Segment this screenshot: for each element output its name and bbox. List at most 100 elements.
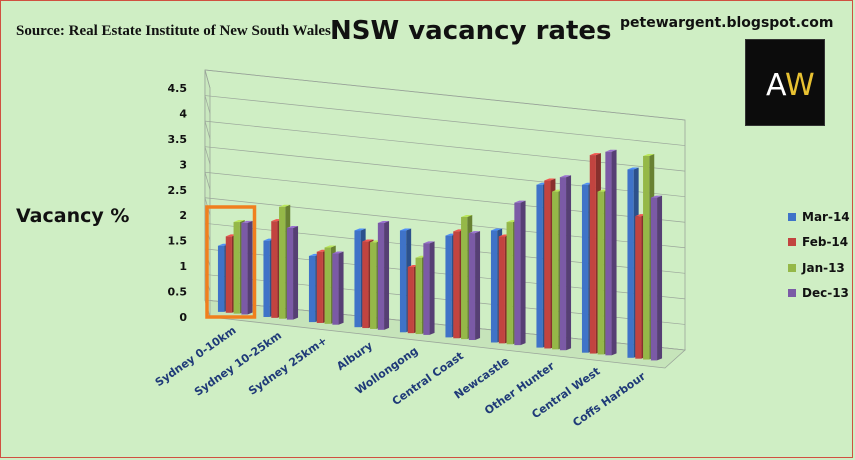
bar-front	[354, 230, 361, 328]
bar-top	[589, 153, 601, 156]
bar-top	[461, 215, 473, 218]
chart-title: NSW vacancy rates	[330, 16, 612, 46]
bar-side	[429, 241, 435, 335]
bar-front	[217, 245, 225, 312]
source-note: Source: Real Estate Institute of New Sou…	[16, 23, 331, 39]
y-tick-label: 0	[179, 311, 187, 324]
bar-top	[279, 204, 291, 207]
legend-swatch	[788, 212, 796, 221]
y-tick-label: 3.5	[168, 133, 188, 146]
legend-label: Jan-13	[802, 260, 845, 275]
y-tick-label: 1.5	[168, 235, 188, 248]
x-tick-label: Albury	[334, 339, 375, 373]
bar-top	[643, 153, 655, 156]
bars	[217, 149, 663, 361]
bar-side	[247, 220, 253, 315]
gridline-side	[204, 69, 211, 89]
legend-item: Feb-14	[788, 235, 850, 249]
gridline-side	[204, 146, 211, 165]
bar	[514, 200, 526, 346]
gridline-side	[204, 95, 211, 114]
bar-front	[453, 231, 460, 339]
legend-item: Dec-13	[788, 286, 850, 300]
bar-front	[506, 222, 513, 345]
logo-letter-a: A	[766, 68, 787, 103]
bar-top	[233, 220, 245, 223]
bar-side	[611, 149, 617, 356]
bar-top	[490, 228, 503, 231]
bar-front	[605, 151, 612, 356]
bar-side	[566, 175, 572, 351]
bar-top	[514, 200, 526, 203]
bar-top	[332, 251, 344, 254]
website-label: petewargent.blogspot.com	[620, 15, 834, 31]
bar-front	[597, 191, 604, 355]
bar-top	[627, 167, 639, 170]
bar	[650, 195, 663, 361]
y-axis-label: Vacancy %	[16, 205, 130, 227]
gridline-side	[204, 172, 211, 190]
y-tick-label: 1	[179, 260, 187, 273]
bar	[286, 226, 299, 320]
bar-front	[650, 197, 658, 361]
legend-swatch	[788, 263, 796, 272]
legend-label: Dec-13	[802, 286, 849, 300]
highlight-box	[205, 205, 257, 319]
bar-front	[559, 177, 567, 351]
bar-front	[279, 206, 286, 319]
bar-top	[544, 178, 556, 181]
bar-top	[286, 226, 299, 229]
bar-front	[332, 253, 339, 325]
bar	[332, 251, 344, 325]
bar-top	[399, 228, 412, 231]
bar-front	[514, 202, 521, 346]
bar-front	[286, 228, 294, 320]
bar-front	[263, 240, 270, 317]
bar-front	[643, 155, 650, 360]
gridline	[204, 146, 686, 198]
y-tick-label: 4.5	[168, 82, 188, 95]
bar-front	[581, 184, 589, 353]
y-tick-label: 0.5	[168, 286, 188, 299]
bar-front	[552, 191, 559, 350]
bar-front	[407, 267, 414, 334]
gridline-side	[204, 121, 211, 139]
bar-side	[657, 195, 663, 361]
bar	[605, 149, 617, 356]
bar-side	[384, 220, 390, 330]
bar-top	[324, 245, 336, 248]
bar-top	[605, 149, 617, 152]
bar-front	[445, 235, 452, 338]
legend-swatch	[788, 238, 796, 246]
bar-front	[423, 243, 430, 335]
legend-label: Mar-14	[802, 209, 850, 224]
legend-label: Feb-14	[802, 235, 849, 249]
bar	[559, 175, 572, 351]
bar-side	[338, 251, 344, 325]
bar-front	[233, 222, 240, 314]
y-tick-label: 2.5	[168, 184, 188, 197]
bar-front	[498, 236, 505, 344]
bar-front	[370, 242, 377, 329]
bar-side	[293, 226, 299, 320]
bar-front	[635, 216, 642, 359]
bar-top	[650, 195, 663, 198]
bar	[423, 241, 435, 335]
legend-swatch	[788, 289, 796, 297]
legend: Mar-14 Feb-14 Jan-13 Dec-13	[788, 210, 850, 312]
bar-front	[324, 247, 331, 324]
bar-top	[354, 228, 366, 231]
bar-top	[559, 175, 572, 178]
bar-front	[589, 155, 596, 354]
bar	[377, 220, 390, 330]
gridline	[204, 95, 686, 146]
bar-top	[241, 220, 253, 223]
bar-top	[362, 239, 374, 242]
bar-top	[423, 241, 435, 244]
logo-graphic: A W	[766, 68, 815, 103]
legend-item: Mar-14	[788, 209, 850, 224]
gridline	[204, 120, 686, 172]
aw-logo: A W	[746, 40, 824, 125]
